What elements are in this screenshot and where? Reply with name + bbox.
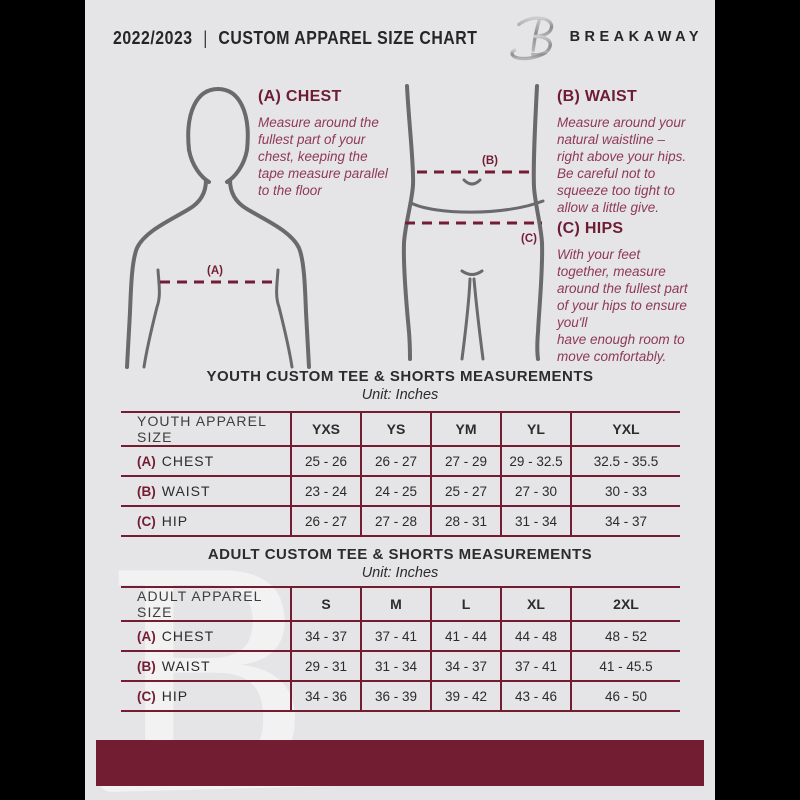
footer-bar xyxy=(96,740,704,786)
column-header: S xyxy=(290,587,361,621)
table-cell: 27 - 30 xyxy=(500,476,571,506)
chest-heading: (A) CHEST xyxy=(258,88,342,105)
table-cell: 34 - 37 xyxy=(290,621,361,651)
adult-table-unit: Unit: Inches xyxy=(361,565,439,581)
table-cell: 37 - 41 xyxy=(500,651,571,681)
adult-size-header-cell: ADULT APPAREL SIZE xyxy=(137,588,263,620)
table-cell: 30 - 33 xyxy=(570,476,680,506)
row-key: (B) xyxy=(137,484,156,499)
row-label: (A) CHEST xyxy=(137,453,215,469)
table-cell: 43 - 46 xyxy=(500,681,571,711)
column-header: XL xyxy=(500,587,571,621)
table-row: (B) WAIST 23 - 24 24 - 25 25 - 27 27 - 30… xyxy=(121,476,680,506)
row-key: (C) xyxy=(137,689,156,704)
row-label: (C) HIP xyxy=(137,513,189,529)
table-cell: 44 - 48 xyxy=(500,621,571,651)
table-cell: 27 - 29 xyxy=(430,446,501,476)
column-header: L xyxy=(430,587,501,621)
table-cell: 23 - 24 xyxy=(290,476,361,506)
chest-figure-illustration xyxy=(125,86,311,369)
table-cell: 46 - 50 xyxy=(570,681,680,711)
hips-body-text: With your feet together, measure around … xyxy=(557,247,688,364)
table-cell: 39 - 42 xyxy=(430,681,501,711)
table-cell: 34 - 36 xyxy=(290,681,361,711)
brand-block: BREAKAWAY xyxy=(508,10,703,64)
row-key: (C) xyxy=(137,514,156,529)
table-cell: 26 - 27 xyxy=(360,446,431,476)
table-cell: 48 - 52 xyxy=(570,621,680,651)
row-label: (C) HIP xyxy=(137,688,189,704)
youth-table-unit: Unit: Inches xyxy=(361,387,439,403)
body-measurement-illustration: (A) (B) (C) xyxy=(125,84,545,369)
adult-size-table: ADULT APPAREL SIZE S M L XL 2XL (A) CHEST… xyxy=(121,586,680,712)
youth-size-table: YOUTH APPAREL SIZE YXS YS YM YL YXL (A) C… xyxy=(121,411,680,537)
table-cell: 25 - 26 xyxy=(290,446,361,476)
row-label: (A) CHEST xyxy=(137,628,215,644)
table-row: (C) HIP 34 - 36 36 - 39 39 - 42 43 - 46 4… xyxy=(121,681,680,711)
row-key: (A) xyxy=(137,454,156,469)
hips-marker-label: (C) xyxy=(521,233,537,245)
row-key: (B) xyxy=(137,659,156,674)
table-cell: 32.5 - 35.5 xyxy=(570,446,680,476)
column-header: 2XL xyxy=(570,587,680,621)
size-chart-document: 2022/2023 | CUSTOM APPAREL SIZE CHART BREA… xyxy=(85,0,715,800)
table-cell: 28 - 31 xyxy=(430,506,501,536)
chest-instructions: (A) CHEST Measure around the fullest par… xyxy=(258,88,423,199)
header-divider: | xyxy=(203,28,208,48)
table-cell: 41 - 45.5 xyxy=(570,651,680,681)
document-header: 2022/2023 | CUSTOM APPAREL SIZE CHART xyxy=(113,28,477,49)
waist-heading: (B) WAIST xyxy=(557,88,638,105)
column-header: M xyxy=(360,587,431,621)
column-header: YM xyxy=(430,412,501,446)
table-cell: 25 - 27 xyxy=(430,476,501,506)
table-header-row: ADULT APPAREL SIZE S M L XL 2XL xyxy=(121,587,680,621)
breakaway-logo-icon xyxy=(509,16,553,61)
waist-marker-label: (B) xyxy=(482,155,498,167)
table-cell: 36 - 39 xyxy=(360,681,431,711)
waist-body-text: Measure around your natural waistline – … xyxy=(557,115,687,215)
hips-figure-illustration xyxy=(401,84,545,361)
waist-instructions: (B) WAIST Measure around your natural wa… xyxy=(557,88,715,216)
header-season: 2022/2023 xyxy=(113,28,193,48)
table-cell: 27 - 28 xyxy=(360,506,431,536)
youth-table-title: YOUTH CUSTOM TEE & SHORTS MEASUREMENTS xyxy=(206,368,594,385)
hips-heading: (C) HIPS xyxy=(557,220,624,237)
table-cell: 37 - 41 xyxy=(360,621,431,651)
table-cell: 26 - 27 xyxy=(290,506,361,536)
table-cell: 24 - 25 xyxy=(360,476,431,506)
adult-table-title: ADULT CUSTOM TEE & SHORTS MEASUREMENTS xyxy=(207,546,593,563)
row-label: (B) WAIST xyxy=(137,483,211,499)
table-cell: 31 - 34 xyxy=(500,506,571,536)
table-row: (A) CHEST 25 - 26 26 - 27 27 - 29 29 - 32… xyxy=(121,446,680,476)
column-header: YXL xyxy=(570,412,680,446)
column-header: YS xyxy=(360,412,431,446)
table-cell: 31 - 34 xyxy=(360,651,431,681)
table-cell: 29 - 31 xyxy=(290,651,361,681)
measurement-guide: (A) (B) (C) (A) CHEST Measure xyxy=(85,80,715,370)
column-header: YL xyxy=(500,412,571,446)
table-row: (C) HIP 26 - 27 27 - 28 28 - 31 31 - 34 3… xyxy=(121,506,680,536)
table-header-row: YOUTH APPAREL SIZE YXS YS YM YL YXL xyxy=(121,412,680,446)
table-row: (B) WAIST 29 - 31 31 - 34 34 - 37 37 - 41… xyxy=(121,651,680,681)
table-cell: 34 - 37 xyxy=(570,506,680,536)
table-cell: 34 - 37 xyxy=(430,651,501,681)
row-key: (A) xyxy=(137,629,156,644)
chest-body-text: Measure around the fullest part of your … xyxy=(258,115,388,198)
brand-name: BREAKAWAY xyxy=(569,29,703,45)
table-cell: 29 - 32.5 xyxy=(500,446,571,476)
youth-size-header-cell: YOUTH APPAREL SIZE xyxy=(137,413,267,445)
header-title: CUSTOM APPAREL SIZE CHART xyxy=(218,28,478,48)
row-label: (B) WAIST xyxy=(137,658,211,674)
table-row: (A) CHEST 34 - 37 37 - 41 41 - 44 44 - 48… xyxy=(121,621,680,651)
hips-instructions: (C) HIPS With your feet together, measur… xyxy=(557,220,715,365)
chest-marker-label: (A) xyxy=(207,265,223,277)
column-header: YXS xyxy=(290,412,361,446)
table-cell: 41 - 44 xyxy=(430,621,501,651)
